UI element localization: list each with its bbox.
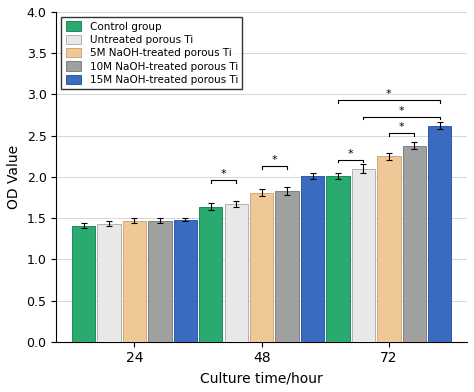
Text: *: * [272,155,277,165]
Bar [72,225,95,342]
Y-axis label: OD Value: OD Value [7,145,21,209]
Text: *: * [386,89,392,99]
Bar [377,156,401,342]
Text: *: * [221,169,226,179]
Bar [275,191,299,342]
Bar [97,224,121,342]
Text: *: * [399,122,404,132]
Bar [352,169,375,342]
Legend: Control group, Untreated porous Ti, 5M NaOH-treated porous Ti, 10M NaOH-treated : Control group, Untreated porous Ti, 5M N… [62,17,242,89]
Bar [402,145,426,342]
Bar [148,221,172,342]
Bar [199,207,222,342]
Bar [250,192,273,342]
Bar [326,176,350,342]
Bar [123,221,146,342]
Bar [225,204,248,342]
Text: *: * [348,149,354,159]
Bar [428,126,451,342]
Text: *: * [399,106,404,116]
Bar [301,176,324,342]
X-axis label: Culture time/hour: Culture time/hour [200,371,323,385]
Bar [173,220,197,342]
